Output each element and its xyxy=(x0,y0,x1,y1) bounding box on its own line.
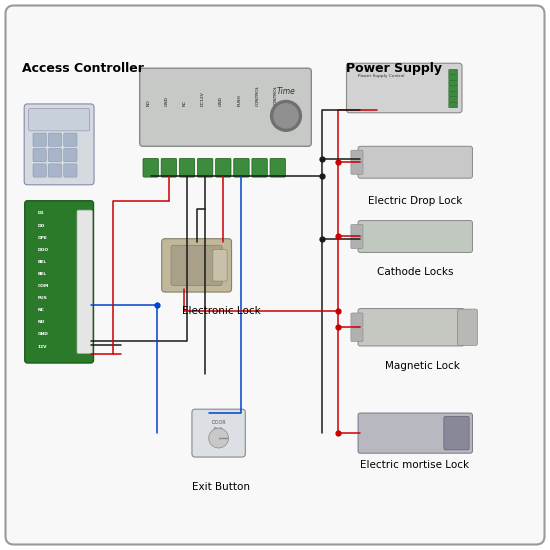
FancyBboxPatch shape xyxy=(234,158,249,177)
FancyBboxPatch shape xyxy=(48,133,62,146)
FancyBboxPatch shape xyxy=(346,63,462,113)
Text: D1: D1 xyxy=(37,211,44,216)
FancyBboxPatch shape xyxy=(29,108,90,131)
FancyBboxPatch shape xyxy=(449,69,458,75)
Circle shape xyxy=(271,101,301,131)
FancyBboxPatch shape xyxy=(449,102,458,108)
FancyBboxPatch shape xyxy=(197,158,213,177)
FancyBboxPatch shape xyxy=(449,91,458,97)
Text: Electric Drop Lock: Electric Drop Lock xyxy=(368,196,463,206)
Text: CONTROL: CONTROL xyxy=(273,85,278,106)
Text: Cathode Locks: Cathode Locks xyxy=(377,267,453,277)
FancyBboxPatch shape xyxy=(143,158,158,177)
FancyBboxPatch shape xyxy=(33,133,46,146)
FancyBboxPatch shape xyxy=(351,150,363,162)
FancyBboxPatch shape xyxy=(24,104,94,185)
FancyBboxPatch shape xyxy=(33,164,46,177)
FancyBboxPatch shape xyxy=(161,158,177,177)
FancyBboxPatch shape xyxy=(351,313,363,327)
FancyBboxPatch shape xyxy=(64,164,77,177)
Text: CONTROL: CONTROL xyxy=(255,85,260,106)
Text: Exit: Exit xyxy=(214,427,223,432)
FancyBboxPatch shape xyxy=(358,221,472,252)
FancyBboxPatch shape xyxy=(171,245,222,285)
Text: PUSH: PUSH xyxy=(237,94,241,106)
Text: NC: NC xyxy=(37,308,45,312)
Text: BEL: BEL xyxy=(37,260,47,264)
FancyBboxPatch shape xyxy=(179,158,195,177)
Text: GND: GND xyxy=(164,96,169,106)
Text: Power Supply Control: Power Supply Control xyxy=(358,74,404,78)
FancyBboxPatch shape xyxy=(449,80,458,86)
Text: Electric mortise Lock: Electric mortise Lock xyxy=(360,460,469,470)
Text: GND: GND xyxy=(219,96,223,106)
Text: DOO: DOO xyxy=(37,248,48,252)
FancyBboxPatch shape xyxy=(458,309,477,345)
Text: DOOR: DOOR xyxy=(211,420,226,425)
FancyBboxPatch shape xyxy=(358,146,472,178)
FancyBboxPatch shape xyxy=(449,86,458,91)
FancyBboxPatch shape xyxy=(48,148,62,162)
FancyBboxPatch shape xyxy=(162,239,232,292)
FancyBboxPatch shape xyxy=(351,163,363,174)
Text: Time: Time xyxy=(277,87,295,96)
Text: Power Supply: Power Supply xyxy=(346,62,443,75)
Text: GND: GND xyxy=(37,332,48,337)
Circle shape xyxy=(274,104,298,128)
Text: PUS: PUS xyxy=(37,296,47,300)
Text: Electronic Lock: Electronic Lock xyxy=(182,306,260,316)
Text: OPE: OPE xyxy=(37,235,47,240)
Text: Exit Button: Exit Button xyxy=(192,482,250,492)
FancyBboxPatch shape xyxy=(216,158,231,177)
FancyBboxPatch shape xyxy=(252,158,267,177)
FancyBboxPatch shape xyxy=(77,210,92,354)
FancyBboxPatch shape xyxy=(449,97,458,102)
FancyBboxPatch shape xyxy=(64,148,77,162)
FancyBboxPatch shape xyxy=(48,164,62,177)
Text: 12V: 12V xyxy=(37,344,47,349)
FancyBboxPatch shape xyxy=(358,413,472,453)
FancyBboxPatch shape xyxy=(351,224,363,236)
FancyBboxPatch shape xyxy=(64,133,77,146)
FancyBboxPatch shape xyxy=(444,416,469,450)
FancyBboxPatch shape xyxy=(25,201,94,363)
FancyBboxPatch shape xyxy=(358,309,464,346)
Text: Magnetic Lock: Magnetic Lock xyxy=(385,361,460,371)
FancyBboxPatch shape xyxy=(192,409,245,457)
FancyBboxPatch shape xyxy=(213,250,227,281)
Text: BEL: BEL xyxy=(37,272,47,276)
Text: DC12V: DC12V xyxy=(201,91,205,106)
Text: Access Controller: Access Controller xyxy=(22,62,144,75)
FancyBboxPatch shape xyxy=(351,236,363,249)
FancyBboxPatch shape xyxy=(351,328,363,342)
FancyBboxPatch shape xyxy=(140,68,311,146)
Circle shape xyxy=(208,428,229,448)
Text: COM: COM xyxy=(37,284,49,288)
Text: NO: NO xyxy=(37,320,45,324)
FancyBboxPatch shape xyxy=(6,6,544,544)
FancyBboxPatch shape xyxy=(33,148,46,162)
Text: NO: NO xyxy=(146,99,151,106)
Text: NC: NC xyxy=(183,100,187,106)
FancyBboxPatch shape xyxy=(449,75,458,80)
Text: DO: DO xyxy=(37,223,45,228)
FancyBboxPatch shape xyxy=(270,158,285,177)
